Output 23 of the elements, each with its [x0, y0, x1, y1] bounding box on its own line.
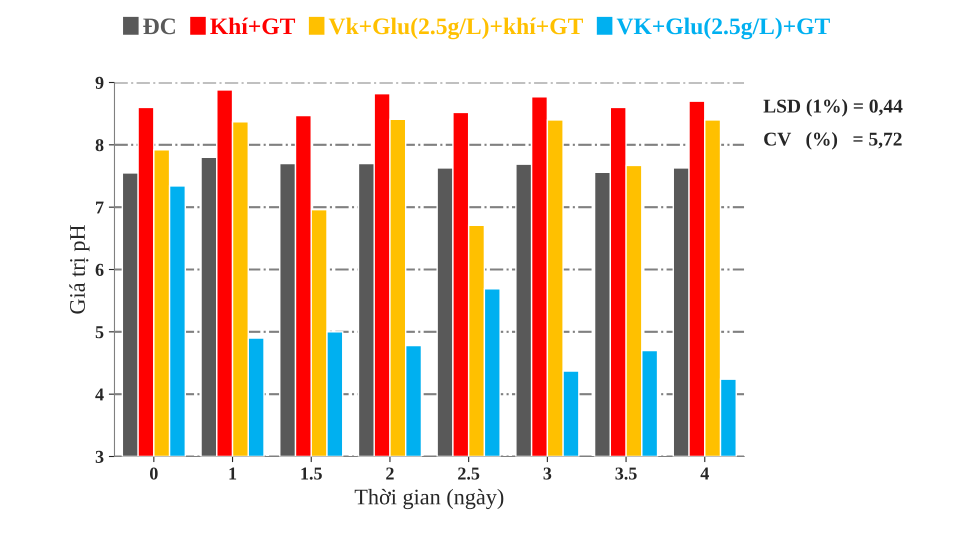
x-tick-label: 3.5 [615, 467, 637, 480]
y-tick-label: 4 [95, 388, 104, 400]
legend-label: Khí+GT [210, 18, 296, 34]
y-tick-label: 3 [96, 450, 104, 463]
y-tick-label: 6 [96, 264, 104, 276]
x-tick-label: 3 [544, 467, 552, 480]
x-tick-label: 1 [229, 468, 236, 480]
text: CV (%) = 5,72 [764, 132, 902, 150]
x-axis-title: Thời gian (ngày) [354, 488, 504, 510]
y-tick-label: 9 [96, 76, 104, 89]
legend-label: VK+Glu(2.5g/L)+GT [616, 18, 830, 40]
legend-label: ĐC [143, 18, 175, 34]
x-tick-label: 4 [700, 468, 709, 480]
x-tick-label: 2.5 [458, 467, 480, 480]
legend-label: Vk+Glu(2.5g/L)+khí+GT [328, 18, 584, 40]
y-tick-label: 7 [96, 202, 104, 214]
text: LSD (1%) = 0,44 [764, 99, 902, 117]
x-tick-label: 1.5 [301, 468, 322, 480]
x-tick-label: 2 [386, 467, 394, 480]
y-tick-label: 5 [96, 326, 104, 338]
y-axis-title: Giá trị pH [69, 225, 90, 314]
x-tick-label: 0 [150, 467, 158, 480]
y-tick-label: 8 [96, 139, 104, 152]
